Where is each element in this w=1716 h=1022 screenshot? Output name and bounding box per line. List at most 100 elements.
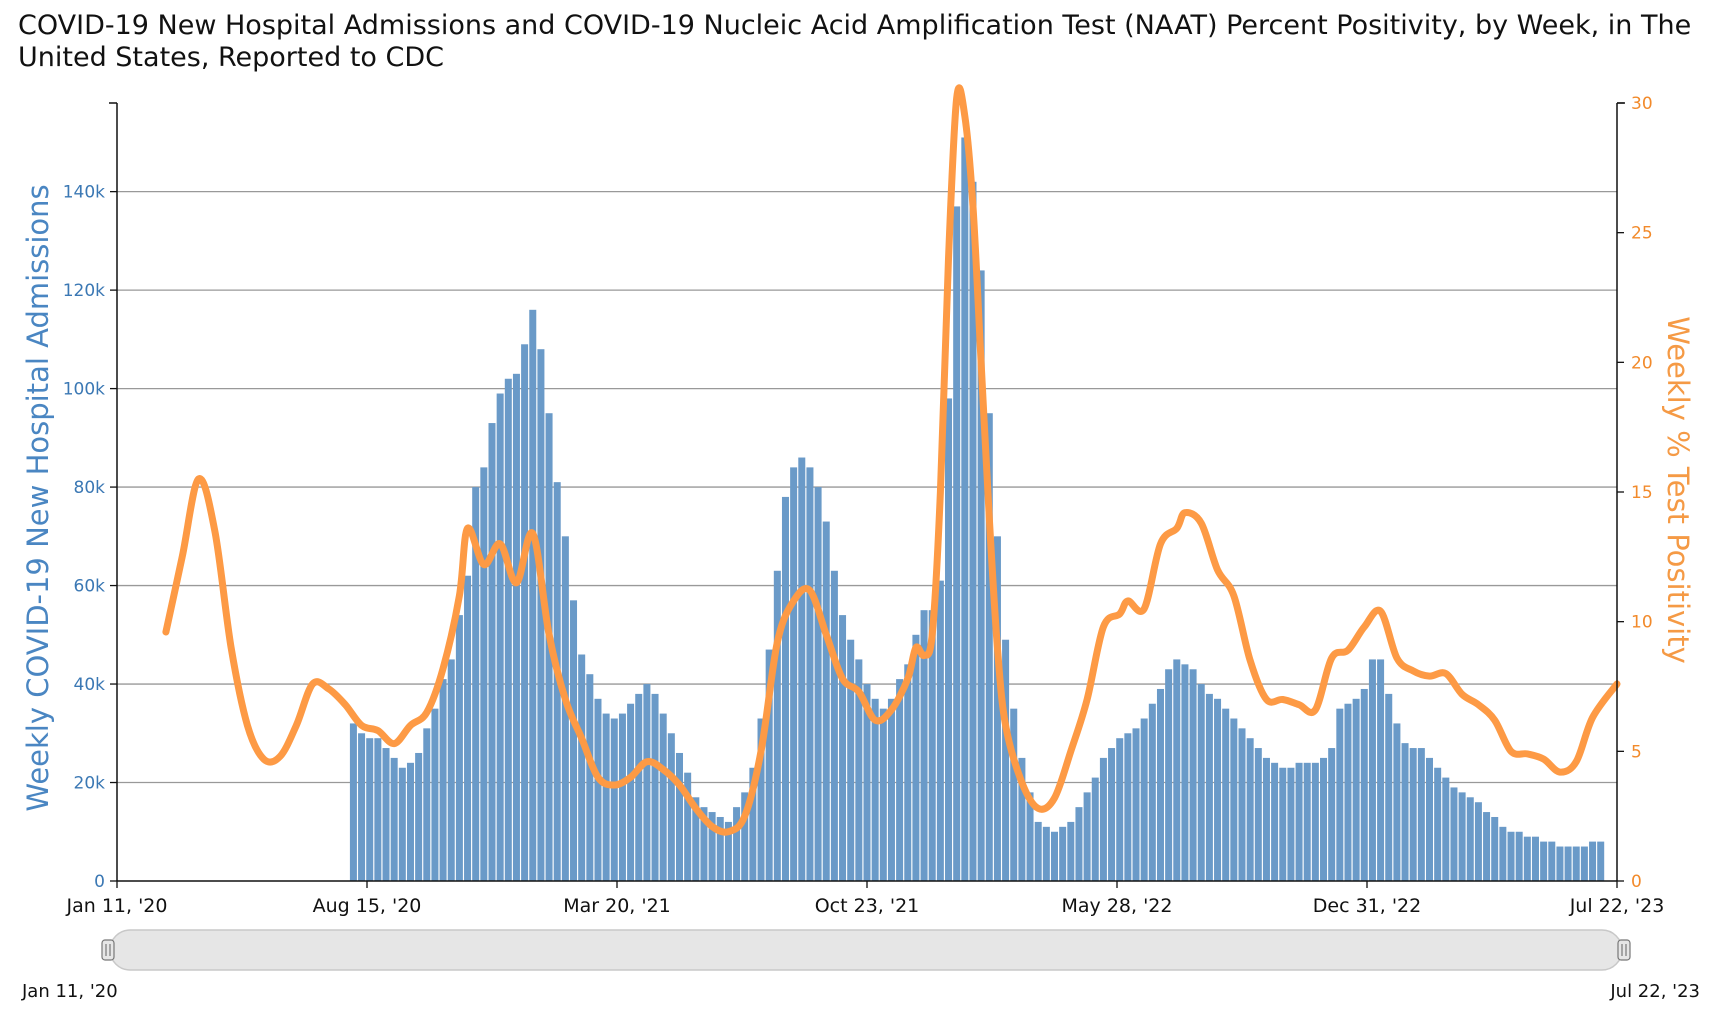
admissions-bar[interactable]: [993, 536, 1001, 881]
admissions-bar[interactable]: [1108, 748, 1116, 881]
admissions-bar[interactable]: [1254, 748, 1262, 881]
admissions-bar[interactable]: [961, 137, 969, 882]
admissions-bar[interactable]: [1531, 836, 1539, 881]
admissions-bar[interactable]: [945, 398, 953, 881]
admissions-bar[interactable]: [798, 457, 806, 881]
admissions-bar[interactable]: [863, 684, 871, 881]
admissions-bar[interactable]: [969, 181, 977, 881]
admissions-bar[interactable]: [708, 812, 716, 881]
admissions-bar[interactable]: [684, 772, 692, 881]
positivity-line[interactable]: [162, 84, 1621, 836]
admissions-bar[interactable]: [1124, 733, 1132, 881]
admissions-bar[interactable]: [936, 580, 944, 881]
admissions-bar[interactable]: [1352, 698, 1360, 881]
admissions-bar[interactable]: [1018, 757, 1026, 881]
admissions-bar[interactable]: [1417, 748, 1425, 881]
admissions-bar[interactable]: [1580, 846, 1588, 881]
admissions-bar[interactable]: [594, 698, 602, 881]
admissions-bar[interactable]: [790, 467, 798, 881]
admissions-bar[interactable]: [896, 679, 904, 881]
admissions-bar[interactable]: [879, 708, 887, 881]
admissions-bar[interactable]: [431, 708, 439, 881]
admissions-bar[interactable]: [953, 206, 961, 881]
admissions-bar[interactable]: [1336, 708, 1344, 881]
admissions-bar[interactable]: [1262, 757, 1270, 881]
admissions-bar[interactable]: [692, 797, 700, 881]
admissions-bar[interactable]: [349, 723, 357, 881]
admissions-bar[interactable]: [366, 738, 374, 881]
admissions-bar[interactable]: [1034, 821, 1042, 881]
admissions-bar[interactable]: [537, 349, 545, 881]
admissions-bar[interactable]: [635, 693, 643, 881]
admissions-bar[interactable]: [675, 752, 683, 881]
admissions-bar[interactable]: [700, 807, 708, 881]
admissions-bar[interactable]: [512, 373, 520, 881]
admissions-bar[interactable]: [733, 807, 741, 881]
admissions-bar[interactable]: [1271, 762, 1279, 881]
admissions-bar[interactable]: [1515, 831, 1523, 881]
admissions-bar[interactable]: [1450, 787, 1458, 881]
admissions-bar[interactable]: [871, 698, 879, 881]
admissions-bar[interactable]: [806, 467, 814, 881]
admissions-bar[interactable]: [464, 575, 472, 881]
admissions-bar[interactable]: [1360, 688, 1368, 881]
admissions-bar[interactable]: [1132, 728, 1140, 881]
admissions-bar[interactable]: [1507, 831, 1515, 881]
admissions-bar[interactable]: [928, 610, 936, 881]
admissions-bar[interactable]: [830, 570, 838, 881]
admissions-bar[interactable]: [1230, 718, 1238, 881]
admissions-bar[interactable]: [1483, 812, 1491, 881]
admissions-bar[interactable]: [406, 762, 414, 881]
admissions-bar[interactable]: [1197, 684, 1205, 881]
admissions-bar[interactable]: [1303, 762, 1311, 881]
admissions-bar[interactable]: [1091, 777, 1099, 881]
admissions-bar[interactable]: [382, 748, 390, 881]
admissions-bar[interactable]: [977, 270, 985, 881]
admissions-bar[interactable]: [1572, 846, 1580, 881]
admissions-bar[interactable]: [610, 718, 618, 881]
admissions-bar[interactable]: [488, 423, 496, 881]
admissions-bar[interactable]: [1238, 728, 1246, 881]
admissions-bar[interactable]: [1466, 797, 1474, 881]
admissions-bar[interactable]: [814, 487, 822, 881]
admissions-bar[interactable]: [749, 767, 757, 881]
admissions-bar[interactable]: [439, 679, 447, 881]
admissions-bar[interactable]: [847, 639, 855, 881]
admissions-bar[interactable]: [1385, 693, 1393, 881]
admissions-bar[interactable]: [904, 664, 912, 881]
admissions-bar[interactable]: [1442, 777, 1450, 881]
admissions-bar[interactable]: [1205, 693, 1213, 881]
admissions-bar[interactable]: [455, 615, 463, 881]
admissions-bar[interactable]: [1156, 688, 1164, 881]
admissions-bar[interactable]: [578, 654, 586, 881]
admissions-bar[interactable]: [1148, 703, 1156, 881]
admissions-bar[interactable]: [1556, 846, 1564, 881]
admissions-bar[interactable]: [586, 674, 594, 881]
admissions-bar[interactable]: [1067, 821, 1075, 881]
admissions-bar[interactable]: [1287, 767, 1295, 881]
admissions-bar[interactable]: [1311, 762, 1319, 881]
admissions-bar[interactable]: [1499, 826, 1507, 881]
admissions-bar[interactable]: [1002, 639, 1010, 881]
admissions-bar[interactable]: [1222, 708, 1230, 881]
admissions-bar[interactable]: [1181, 664, 1189, 881]
admissions-bar[interactable]: [398, 767, 406, 881]
admissions-bar[interactable]: [1564, 846, 1572, 881]
admissions-bar[interactable]: [1523, 836, 1531, 881]
admissions-bar[interactable]: [1059, 826, 1067, 881]
admissions-bar[interactable]: [521, 344, 529, 881]
admissions-bar[interactable]: [1434, 767, 1442, 881]
admissions-bar[interactable]: [1246, 738, 1254, 881]
admissions-bar[interactable]: [1010, 708, 1018, 881]
admissions-bar[interactable]: [1377, 659, 1385, 881]
admissions-bar[interactable]: [447, 659, 455, 881]
admissions-bar[interactable]: [1083, 792, 1091, 881]
admissions-bar[interactable]: [1279, 767, 1287, 881]
range-navigator[interactable]: Jan 11, '20 Jul 22, '23: [21, 929, 1700, 1002]
admissions-bar[interactable]: [415, 752, 423, 881]
admissions-bar[interactable]: [602, 713, 610, 881]
admissions-bar[interactable]: [1173, 659, 1181, 881]
admissions-bar[interactable]: [627, 703, 635, 881]
navigator-left-handle[interactable]: [101, 939, 115, 961]
navigator-right-handle[interactable]: [1617, 939, 1631, 961]
